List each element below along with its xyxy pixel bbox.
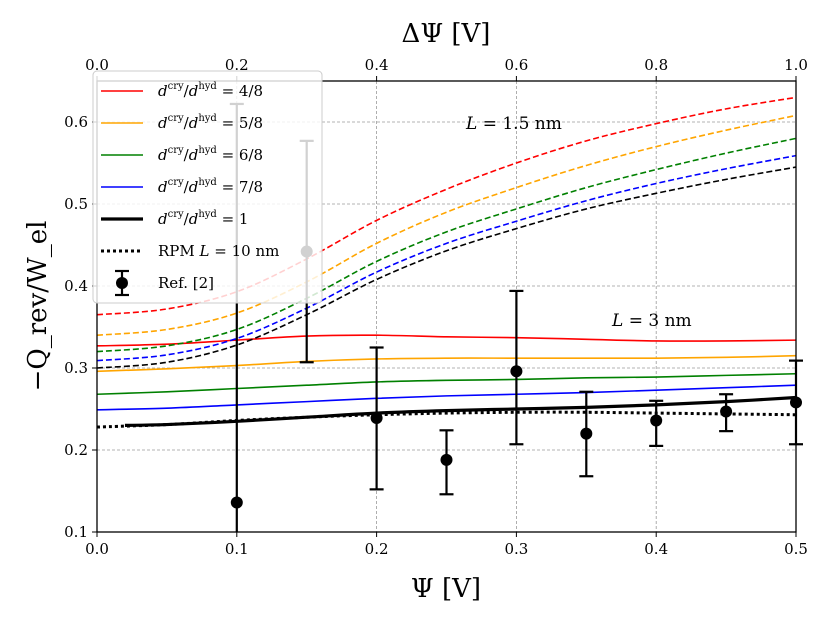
ref-marker xyxy=(720,405,733,418)
ref-marker xyxy=(230,496,243,509)
ref-point-3 xyxy=(439,429,454,496)
top-x-tick-label: 0.4 xyxy=(365,56,389,74)
reference-data-points xyxy=(229,102,803,532)
legend-label-2: dcry/dhyd = 6/8 xyxy=(158,145,263,164)
series-line-0 xyxy=(97,334,796,347)
series-line-8 xyxy=(97,137,796,353)
ref-point-6 xyxy=(649,399,664,447)
series-line-4 xyxy=(124,395,796,427)
top-x-tick-label: 0.2 xyxy=(225,56,249,74)
ref-point-4 xyxy=(509,289,524,446)
x-tick-label: 0.4 xyxy=(644,540,668,558)
plot-area-frame xyxy=(96,80,797,533)
x-axis-title: Ψ [V] xyxy=(411,574,481,604)
y-tick-label: 0.5 xyxy=(64,195,88,213)
top-x-tick-label: 0.0 xyxy=(85,56,109,74)
legend-label-3: dcry/dhyd = 7/8 xyxy=(158,177,263,196)
legend-label-1: dcry/dhyd = 5/8 xyxy=(158,113,263,132)
ref-marker xyxy=(370,412,383,425)
x-tick-label: 0.5 xyxy=(784,540,808,558)
x-tick-label: 0.2 xyxy=(365,540,389,558)
axis-ticks: 0.0 0.1 0.2 0.3 0.4 0.50.0 0.2 0.4 0.6 0.8 1.00.10… xyxy=(64,56,808,558)
legend-ref-marker xyxy=(116,277,128,289)
annotation-l15: L = 1.5 nm xyxy=(465,114,562,134)
series-line-3 xyxy=(97,384,796,411)
legend-label-4: dcry/dhyd = 1 xyxy=(158,209,248,228)
series-line-2 xyxy=(97,372,796,396)
series-line-5 xyxy=(97,410,796,429)
ref-marker xyxy=(650,414,663,427)
annotation-l3: L = 3 nm xyxy=(611,311,692,331)
top-x-tick-label: 1.0 xyxy=(784,56,808,74)
legend-label-0: dcry/dhyd = 4/8 xyxy=(158,81,263,100)
series-line-7 xyxy=(97,114,796,336)
y-tick-label: 0.6 xyxy=(64,113,88,131)
ref-point-2 xyxy=(369,346,384,491)
x-tick-label: 0.0 xyxy=(85,540,109,558)
ref-marker xyxy=(580,427,593,440)
ref-marker xyxy=(440,453,453,466)
series-line-1 xyxy=(97,354,796,373)
x-tick-label: 0.1 xyxy=(225,540,249,558)
top-x-axis-title: ΔΨ [V] xyxy=(402,19,491,49)
ref-point-5 xyxy=(579,390,594,478)
top-x-tick-label: 0.8 xyxy=(644,56,668,74)
y-axis-title: −Q_rev/W_el xyxy=(23,221,53,392)
legend-label-ref: Ref. [2] xyxy=(158,274,214,292)
y-tick-label: 0.4 xyxy=(64,277,88,295)
y-tick-label: 0.3 xyxy=(64,359,88,377)
legend-box xyxy=(92,70,323,304)
series-line-10 xyxy=(97,166,796,369)
legend: dcry/dhyd = 4/8 dcry/dhyd = 5/8 dcry/dhyd … xyxy=(92,70,323,304)
legend-label-5: RPM L = 10 nm xyxy=(158,242,279,260)
y-tick-label: 0.1 xyxy=(64,523,88,541)
ref-point-7 xyxy=(719,393,734,433)
ref-marker xyxy=(510,365,523,378)
series-line-9 xyxy=(97,154,796,362)
x-tick-label: 0.3 xyxy=(504,540,528,558)
series-lines xyxy=(97,96,796,429)
top-x-tick-label: 0.6 xyxy=(504,56,528,74)
y-tick-label: 0.2 xyxy=(64,441,88,459)
